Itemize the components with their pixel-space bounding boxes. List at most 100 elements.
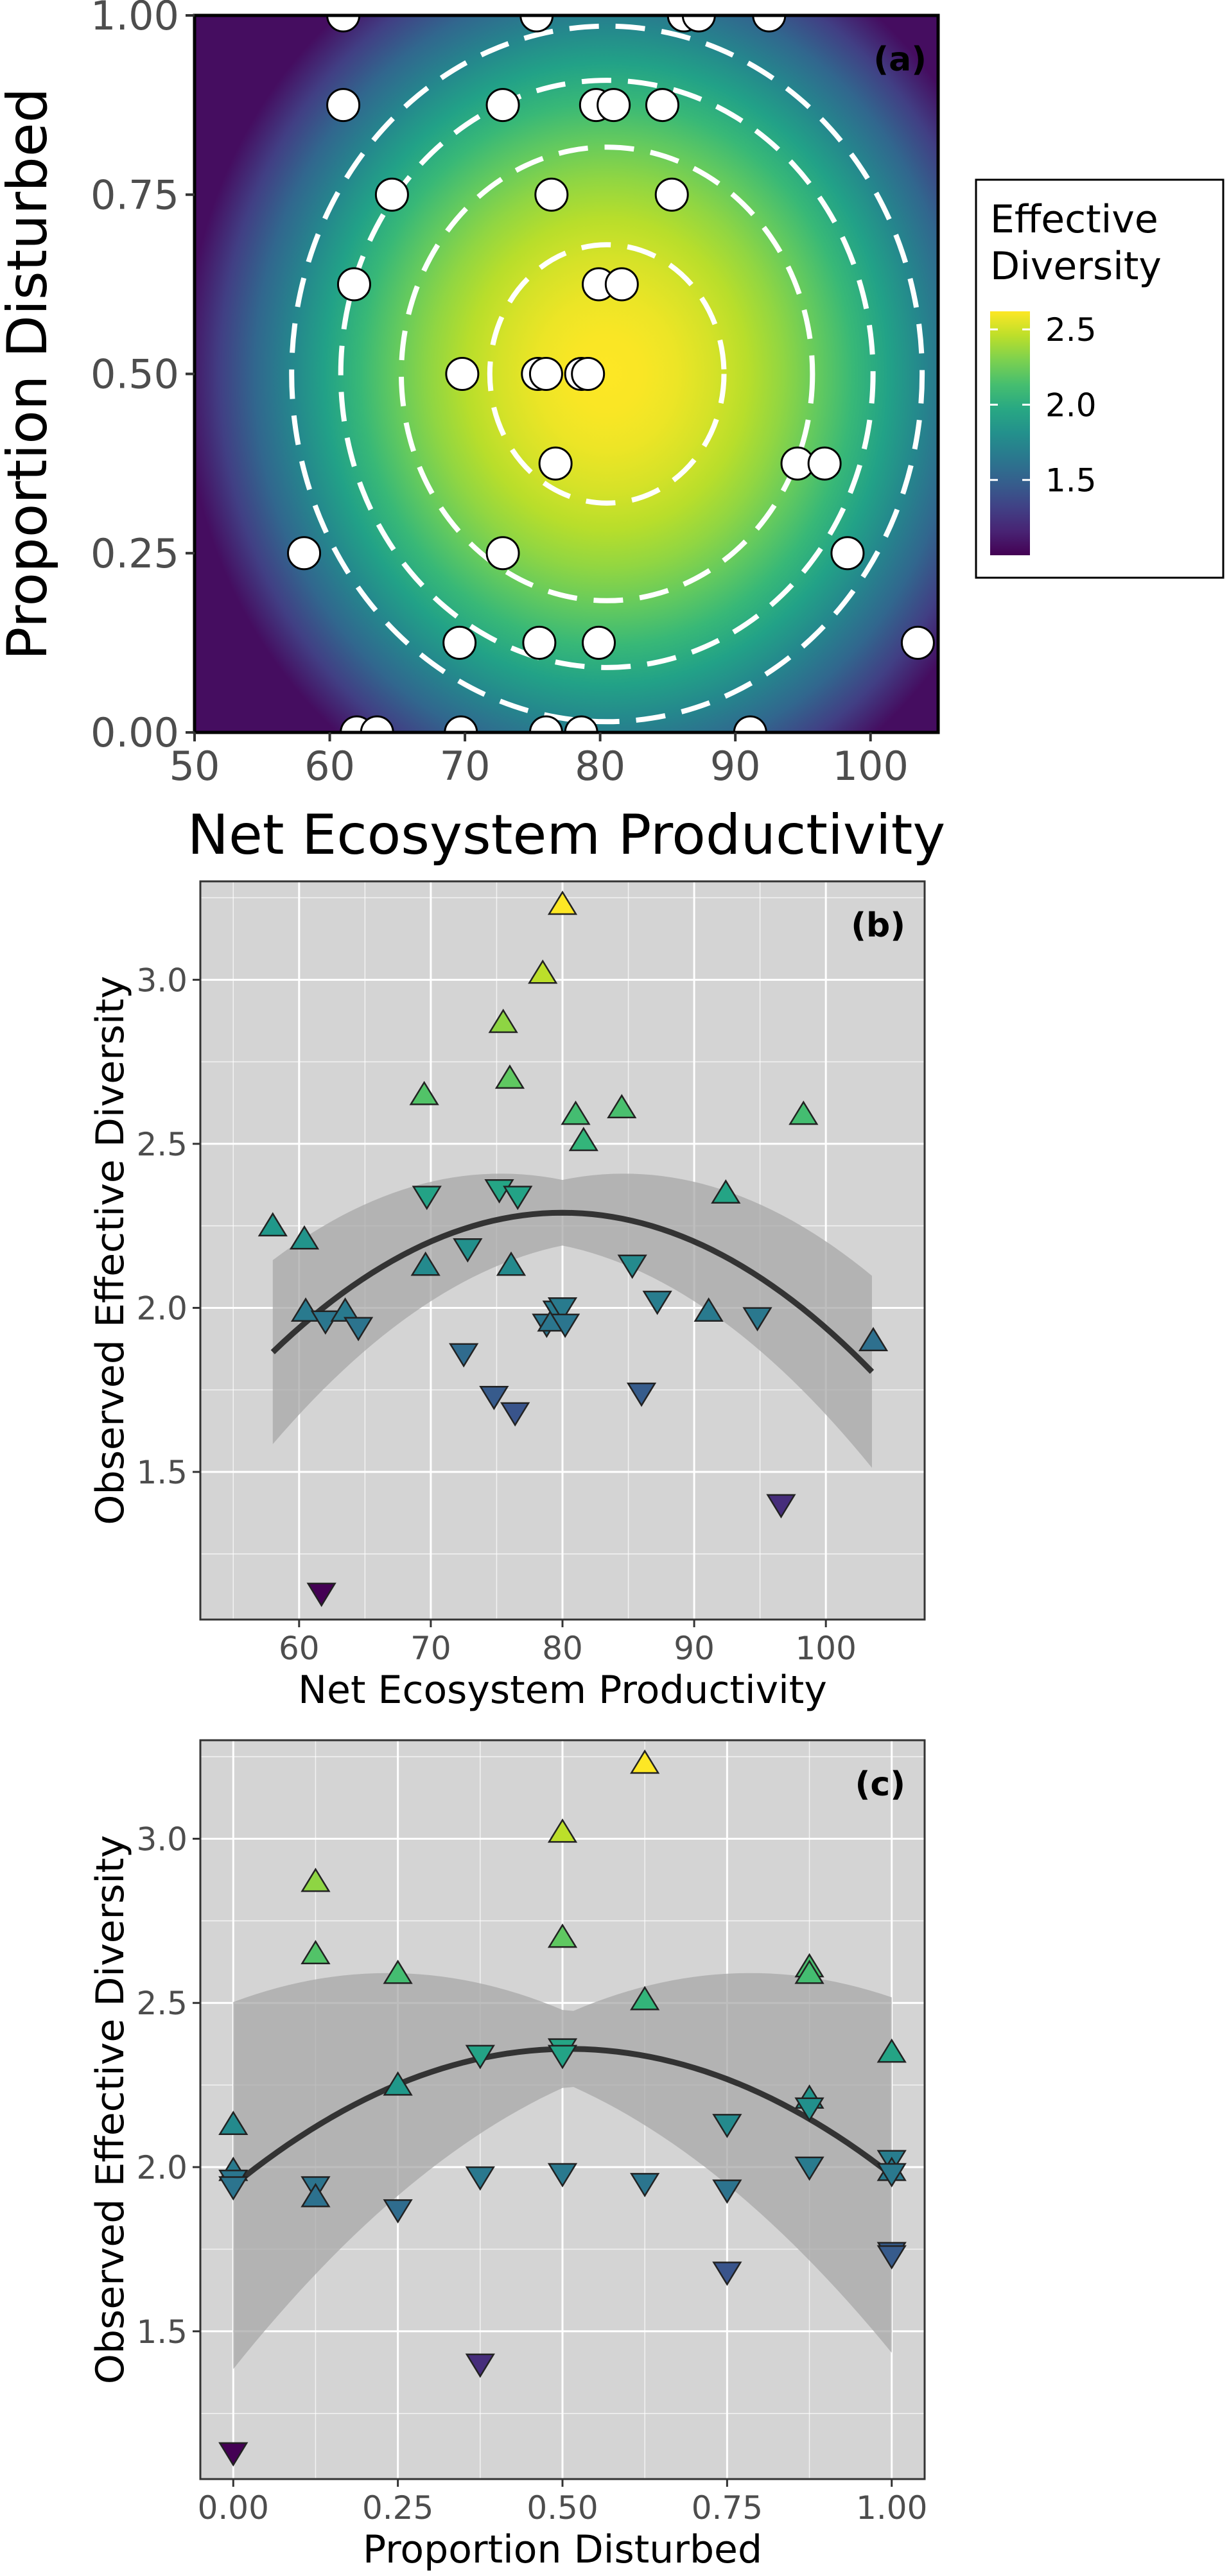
panel-a-tag: (a) (873, 40, 927, 79)
panel-a-y-ticks: 0.00 0.25 0.50 0.75 1.00 (91, 0, 195, 756)
x-tick-label: 100 (833, 743, 909, 790)
point-triangle-down (465, 2044, 495, 2070)
y-tick-label: 0.00 (91, 709, 179, 756)
point-triangle-down (465, 2166, 495, 2191)
panel-b: (b) 60 70 80 90 100 1.5 2.0 2.5 3.0 Net Ecosyst… (88, 880, 926, 1713)
heatmap-point (336, 267, 371, 302)
legend-tick-label: 2.5 (1045, 311, 1097, 349)
panel-c-y-label: Observed Effective Diversity (88, 1835, 133, 2385)
heatmap-point (538, 446, 573, 481)
point-triangle-up (528, 959, 558, 984)
heatmap-point (900, 625, 935, 660)
heatmap-point (534, 177, 569, 212)
contour-2.5 (487, 242, 727, 506)
point-triangle-up (876, 2038, 907, 2063)
panel-b-points (257, 890, 889, 1607)
point-triangle-up (547, 1923, 578, 1948)
x-tick-label: 70 (410, 1630, 451, 1667)
point-triangle-up (301, 1940, 331, 1964)
point-triangle-up (711, 1179, 741, 1204)
legend-title-line-1: Effective (990, 197, 1158, 242)
point-triangle-up (301, 1867, 331, 1892)
heatmap-point (445, 357, 480, 391)
point-triangle-up (858, 1327, 889, 1352)
point-triangle-down (218, 2176, 248, 2201)
x-tick-label: 90 (710, 743, 761, 790)
heatmap-point (485, 536, 520, 571)
panel-c-y-ticks: 1.5 2.0 2.5 3.0 (136, 1820, 200, 2351)
legend-tick-label: 2.0 (1045, 386, 1097, 424)
x-tick-label: 0.00 (198, 2489, 269, 2527)
point-triangle-down (484, 1179, 514, 1204)
point-triangle-down (712, 2179, 742, 2204)
point-triangle-down (449, 1343, 479, 1368)
point-triangle-down (547, 2163, 578, 2188)
point-triangle-down (794, 2097, 824, 2122)
point-triangle-down (794, 2156, 824, 2181)
heatmap-point (374, 177, 409, 212)
panel-c-x-ticks: 0.00 0.25 0.50 0.75 1.00 (198, 2479, 927, 2527)
point-triangle-down (383, 2199, 413, 2224)
y-tick-label: 0.25 (91, 530, 179, 577)
legend-tick-label: 1.5 (1045, 462, 1097, 499)
panel-b-y-label: Observed Effective Diversity (88, 976, 133, 1525)
heatmap-point (564, 715, 598, 732)
x-tick-label: 100 (795, 1630, 856, 1667)
x-tick-label: 90 (674, 1630, 715, 1667)
point-triangle-down (453, 1238, 483, 1263)
x-tick-label: 0.25 (362, 2489, 433, 2527)
y-tick-label: 3.0 (136, 962, 187, 999)
panel-b-tag: (b) (851, 906, 905, 945)
point-triangle-down (306, 1582, 336, 1607)
point-triangle-down (310, 1310, 340, 1335)
point-triangle-up (789, 1100, 819, 1125)
point-triangle-down (630, 2173, 660, 2197)
point-triangle-up (330, 1297, 360, 1322)
point-triangle-up (383, 2071, 413, 2096)
contour-2 (338, 78, 876, 670)
heatmap-point (519, 15, 554, 33)
legend-colorbar (990, 311, 1030, 555)
point-triangle-up (547, 1818, 578, 1843)
y-tick-label: 2.0 (136, 1290, 187, 1327)
y-tick-label: 1.00 (91, 0, 179, 39)
x-tick-label: 0.50 (527, 2489, 598, 2527)
point-triangle-down (617, 1254, 647, 1279)
panel-a-y-label: Proportion Disturbed (0, 88, 60, 661)
x-tick-label: 1.00 (856, 2489, 927, 2527)
point-triangle-up (794, 1959, 824, 1984)
heatmap-point (522, 625, 557, 660)
x-tick-label: 0.75 (692, 2489, 763, 2527)
heatmap-point (582, 625, 616, 660)
y-tick-label: 2.0 (136, 2149, 187, 2186)
heatmap-point (597, 88, 631, 123)
heatmap-point (444, 715, 478, 732)
colorbar-legend: Effective Diversity 2.5 2.0 1.5 (975, 178, 1225, 579)
point-triangle-up (301, 2183, 331, 2208)
point-triangle-down (547, 1297, 578, 1322)
panel-b-x-ticks: 60 70 80 90 100 (279, 1620, 857, 1667)
y-tick-label: 2.5 (136, 1126, 187, 1163)
heatmap-point (528, 715, 563, 732)
x-tick-label: 70 (440, 743, 491, 790)
y-tick-label: 1.5 (136, 2313, 187, 2351)
x-tick-label: 60 (279, 1630, 320, 1667)
heatmap-point (360, 715, 394, 732)
y-tick-label: 1.5 (136, 1454, 187, 1491)
point-triangle-up (290, 1297, 321, 1322)
point-triangle-up (607, 1094, 637, 1119)
y-tick-label: 3.0 (136, 1820, 187, 1858)
point-triangle-down (626, 1382, 657, 1407)
point-triangle-up (693, 1297, 724, 1322)
heatmap-point (654, 177, 689, 212)
point-triangle-up (409, 1080, 439, 1105)
heatmap-point (571, 357, 606, 391)
point-triangle-up (568, 1127, 598, 1152)
point-triangle-down (465, 2353, 495, 2378)
panel-b-y-ticks: 1.5 2.0 2.5 3.0 (136, 962, 200, 1491)
panel-a-x-label: Net Ecosystem Productivity (187, 803, 946, 867)
panel-a-x-ticks: 50 60 70 80 90 100 (170, 732, 909, 790)
x-tick-label: 60 (304, 743, 355, 790)
x-tick-label: 50 (170, 743, 220, 790)
point-triangle-up (289, 1225, 320, 1250)
